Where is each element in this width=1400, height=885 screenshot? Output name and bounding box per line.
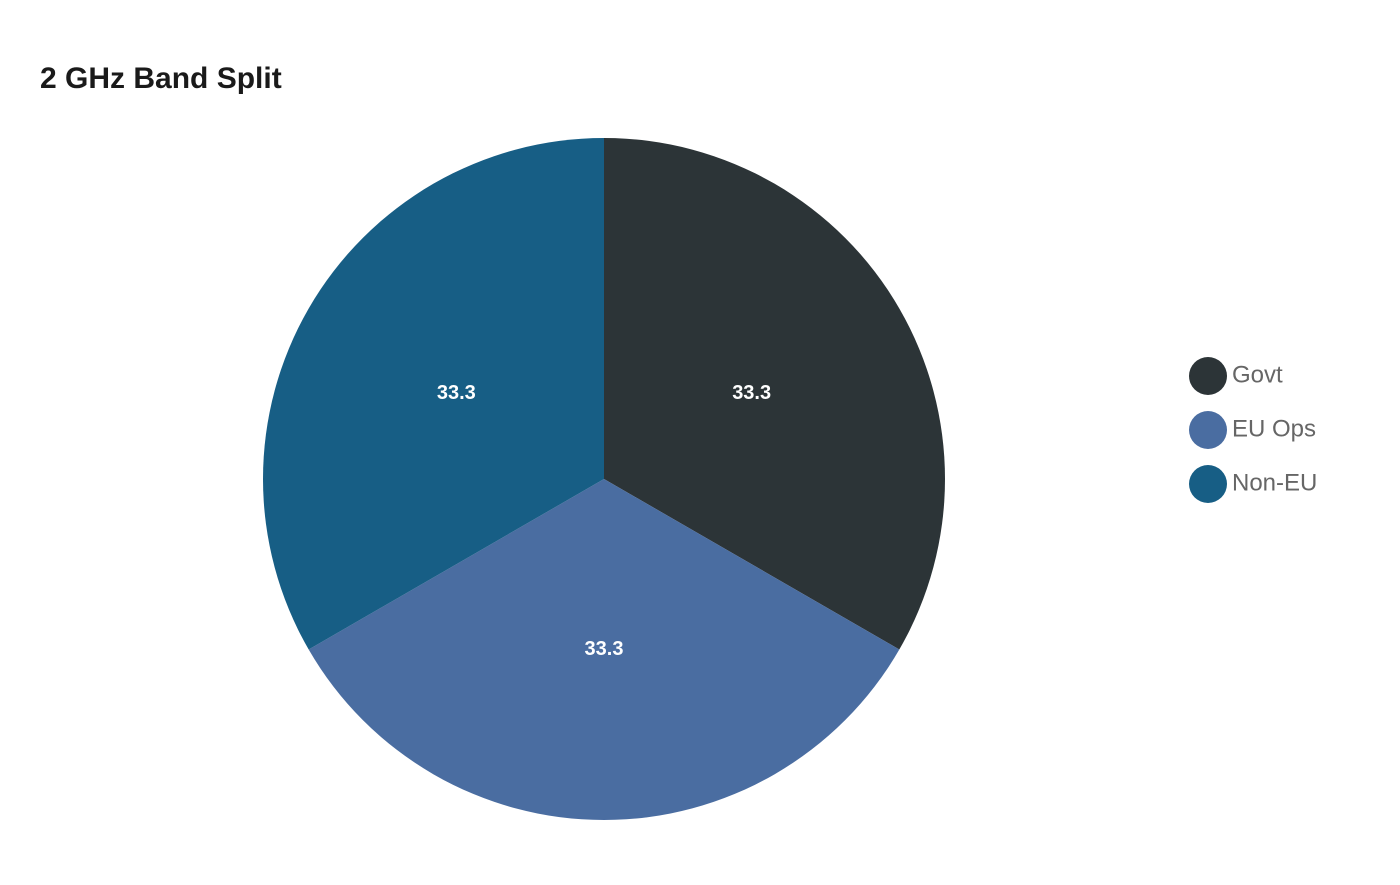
- legend-swatch: [1189, 411, 1227, 449]
- legend-swatch: [1189, 357, 1227, 395]
- data-label: 33.3: [437, 382, 476, 404]
- legend-label: Govt: [1232, 361, 1283, 388]
- pie-slice: [308, 479, 900, 820]
- chart-title: 2 GHz Band Split: [40, 62, 282, 95]
- legend-swatch: [1189, 465, 1227, 503]
- legend-label: EU Ops: [1232, 415, 1316, 442]
- data-label: 33.3: [732, 382, 771, 404]
- legend-label: Non-EU: [1232, 469, 1317, 496]
- data-label: 33.3: [585, 638, 624, 660]
- pie-slice: [263, 138, 604, 650]
- pie-slice: [604, 138, 945, 650]
